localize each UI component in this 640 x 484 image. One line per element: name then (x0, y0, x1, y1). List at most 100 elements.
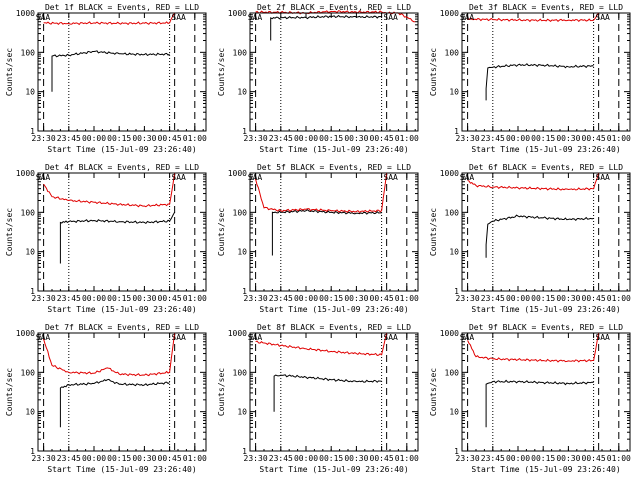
y-tick-label: 100 (233, 208, 248, 217)
saa-label: SAA (595, 333, 610, 342)
x-tick-label: 01:00 (607, 454, 631, 463)
y-tick-label: 1 (30, 287, 35, 296)
plot-frame (461, 172, 631, 292)
y-tick-label: 1000 (16, 169, 35, 178)
x-axis-label: Start Time (15-Jul-09 23:26:40) (47, 305, 196, 314)
y-tick-label: 1 (454, 287, 459, 296)
y-tick-label: 1000 (440, 9, 459, 18)
x-tick-label: 01:00 (607, 294, 631, 303)
x-axis-label: Start Time (15-Jul-09 23:26:40) (259, 465, 408, 474)
plot-frame (249, 332, 419, 452)
y-axis-label: Counts/sec (429, 208, 438, 256)
x-tick-label: 00:45 (582, 294, 606, 303)
saa-label: SAA (460, 173, 475, 182)
y-tick-label: 100 (21, 48, 36, 57)
x-tick-label: 01:00 (183, 454, 207, 463)
x-tick-label: 23:45 (57, 454, 81, 463)
x-tick-label: 00:30 (132, 134, 156, 143)
events-rate-line (51, 50, 170, 92)
x-tick-label: 00:15 (531, 294, 555, 303)
saa-label: SAA (460, 333, 475, 342)
y-axis-label: Counts/sec (429, 368, 438, 416)
detector-panel-4: Det 4f BLACK = Events, RED = LLD Start Ti… (5, 163, 207, 314)
y-axis-label: Counts/sec (5, 368, 14, 416)
y-tick-label: 10 (237, 88, 247, 97)
y-tick-label: 10 (25, 88, 35, 97)
x-tick-label: 00:15 (531, 134, 555, 143)
x-tick-label: 23:45 (481, 454, 505, 463)
lld-rate-line (43, 172, 176, 208)
detector-panel-3: Det 3f BLACK = Events, RED = LLD Start Ti… (429, 3, 631, 154)
x-tick-label: 00:45 (158, 134, 182, 143)
x-tick-label: 23:45 (269, 134, 293, 143)
y-tick-label: 10 (449, 88, 459, 97)
y-tick-label: 10 (25, 408, 35, 417)
lld-rate-line (43, 12, 176, 26)
y-tick-label: 1 (242, 127, 247, 136)
detector-panel-6: Det 6f BLACK = Events, RED = LLD Start Ti… (429, 163, 631, 314)
x-axis-label: Start Time (15-Jul-09 23:26:40) (259, 145, 408, 154)
saa-label: SAA (460, 13, 475, 22)
x-axis-label: Start Time (15-Jul-09 23:26:40) (471, 145, 620, 154)
detector-panel-7: Det 7f BLACK = Events, RED = LLD Start Ti… (5, 323, 207, 474)
y-tick-label: 1 (30, 127, 35, 136)
y-tick-label: 1 (454, 447, 459, 456)
x-tick-label: 00:45 (370, 134, 394, 143)
saa-label: SAA (171, 333, 186, 342)
saa-label: SAA (171, 13, 186, 22)
x-tick-label: 01:00 (607, 134, 631, 143)
x-tick-label: 00:30 (344, 454, 368, 463)
x-tick-label: 23:30 (456, 294, 480, 303)
y-axis-label: Counts/sec (5, 208, 14, 256)
x-tick-label: 23:30 (244, 454, 268, 463)
lld-rate-line (467, 12, 600, 23)
x-tick-label: 01:00 (395, 294, 419, 303)
y-axis-label: Counts/sec (217, 208, 226, 256)
y-tick-label: 10 (449, 408, 459, 417)
x-tick-label: 01:00 (395, 454, 419, 463)
x-tick-label: 00:30 (556, 294, 580, 303)
events-rate-line (273, 374, 382, 412)
x-axis-label: Start Time (15-Jul-09 23:26:40) (47, 465, 196, 474)
x-tick-label: 00:00 (82, 454, 106, 463)
detector-panel-1: Det 1f BLACK = Events, RED = LLD Start Ti… (5, 3, 207, 154)
events-rate-line (59, 378, 170, 428)
panel-title: Det 5f BLACK = Events, RED = LLD (257, 163, 411, 172)
y-tick-label: 1 (242, 447, 247, 456)
x-tick-label: 00:30 (556, 134, 580, 143)
x-tick-label: 00:45 (582, 454, 606, 463)
plot-frame (461, 12, 631, 132)
x-tick-label: 23:30 (456, 134, 480, 143)
saa-label: SAA (383, 13, 398, 22)
y-tick-label: 1 (242, 287, 247, 296)
x-tick-label: 23:30 (456, 454, 480, 463)
plot-frame (37, 332, 207, 452)
y-tick-label: 100 (445, 208, 460, 217)
x-tick-label: 00:00 (294, 454, 318, 463)
plot-frame (37, 172, 207, 292)
x-tick-label: 00:15 (319, 134, 343, 143)
y-axis-label: Counts/sec (217, 368, 226, 416)
x-tick-label: 23:45 (481, 134, 505, 143)
events-rate-line (270, 14, 382, 41)
x-tick-label: 00:30 (132, 454, 156, 463)
saa-label: SAA (595, 173, 610, 182)
y-tick-label: 10 (237, 408, 247, 417)
panel-title: Det 7f BLACK = Events, RED = LLD (45, 323, 199, 332)
x-tick-label: 23:30 (244, 294, 268, 303)
plot-frame (461, 332, 631, 452)
y-tick-label: 1000 (440, 329, 459, 338)
y-tick-label: 10 (237, 248, 247, 257)
x-tick-label: 00:00 (506, 454, 530, 463)
panel-title: Det 1f BLACK = Events, RED = LLD (45, 3, 199, 12)
panel-title: Det 3f BLACK = Events, RED = LLD (469, 3, 623, 12)
x-tick-label: 23:45 (269, 454, 293, 463)
y-tick-label: 1000 (228, 9, 247, 18)
x-tick-label: 23:45 (269, 294, 293, 303)
events-rate-line (485, 214, 594, 258)
y-tick-label: 1000 (16, 329, 35, 338)
lld-rate-line (43, 332, 176, 377)
panel-title: Det 6f BLACK = Events, RED = LLD (469, 163, 623, 172)
y-tick-label: 1000 (228, 169, 247, 178)
detector-panel-8: Det 8f BLACK = Events, RED = LLD Start Ti… (217, 323, 419, 474)
